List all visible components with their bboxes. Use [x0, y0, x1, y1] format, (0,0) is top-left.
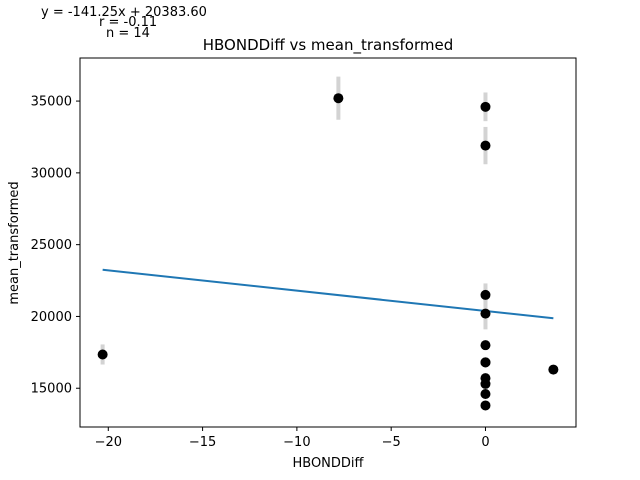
data-point	[548, 364, 559, 375]
regression-line	[102, 268, 554, 320]
data-points	[97, 93, 559, 411]
correlation-coefficient: r = -0.11	[99, 15, 158, 30]
sample-count: n = 14	[106, 26, 150, 41]
x-axis-label: HBONDDiff	[292, 456, 364, 471]
x-tick-label: 0	[481, 435, 489, 450]
data-point	[480, 340, 491, 351]
data-point	[480, 388, 491, 399]
data-point	[333, 93, 344, 104]
x-tick-label: −10	[283, 435, 310, 450]
x-axis-ticks: −20 −15 −10 −5 0	[95, 427, 490, 450]
data-point	[480, 101, 491, 112]
data-point	[97, 349, 108, 360]
data-point	[480, 289, 491, 300]
y-axis-label: mean_transformed	[7, 181, 22, 304]
regression-line-group	[102, 268, 554, 320]
y-tick-label: 35000	[31, 95, 72, 110]
x-tick-label: −20	[95, 435, 122, 450]
data-point	[480, 357, 491, 368]
data-point	[480, 400, 491, 411]
x-tick-label: −15	[189, 435, 216, 450]
x-tick-label: −5	[382, 435, 401, 450]
y-tick-label: 25000	[31, 238, 72, 253]
data-point	[480, 140, 491, 151]
y-tick-label: 20000	[31, 310, 72, 325]
y-axis-ticks: 15000 20000 25000 30000 35000	[31, 95, 80, 397]
y-tick-label: 30000	[31, 166, 72, 181]
regression-equation: y = -141.25x + 20383.60	[41, 5, 207, 20]
y-tick-label: 15000	[31, 382, 72, 397]
plot-frame	[79, 57, 577, 428]
data-point	[480, 308, 491, 319]
chart-title: HBONDDiff vs mean_transformed	[203, 36, 454, 55]
data-point	[480, 378, 491, 389]
